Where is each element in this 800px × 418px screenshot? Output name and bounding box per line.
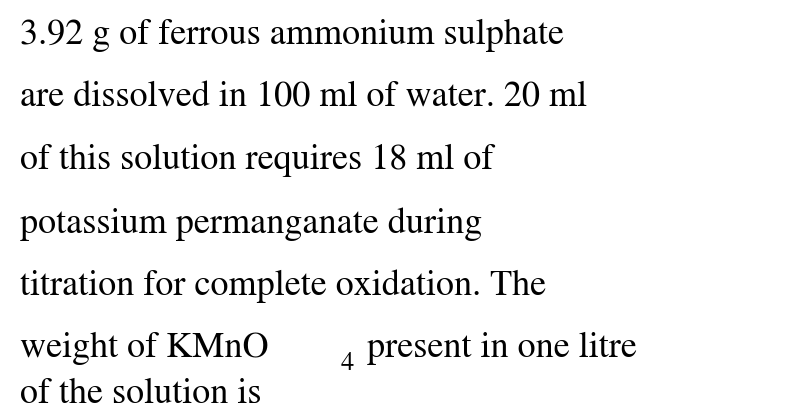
Text: present in one litre: present in one litre [358, 332, 637, 365]
Text: titration for complete oxidation. The: titration for complete oxidation. The [20, 270, 546, 303]
Text: potassium permanganate during: potassium permanganate during [20, 207, 482, 241]
Text: of this solution requires 18 ml of: of this solution requires 18 ml of [20, 144, 494, 177]
Text: 3.92 g of ferrous ammonium sulphate: 3.92 g of ferrous ammonium sulphate [20, 19, 564, 52]
Text: are dissolved in 100 ml of water. 20 ml: are dissolved in 100 ml of water. 20 ml [20, 82, 587, 115]
Text: weight of KMnO: weight of KMnO [20, 332, 269, 365]
Text: 4: 4 [341, 352, 354, 376]
Text: of the solution is: of the solution is [20, 378, 262, 411]
